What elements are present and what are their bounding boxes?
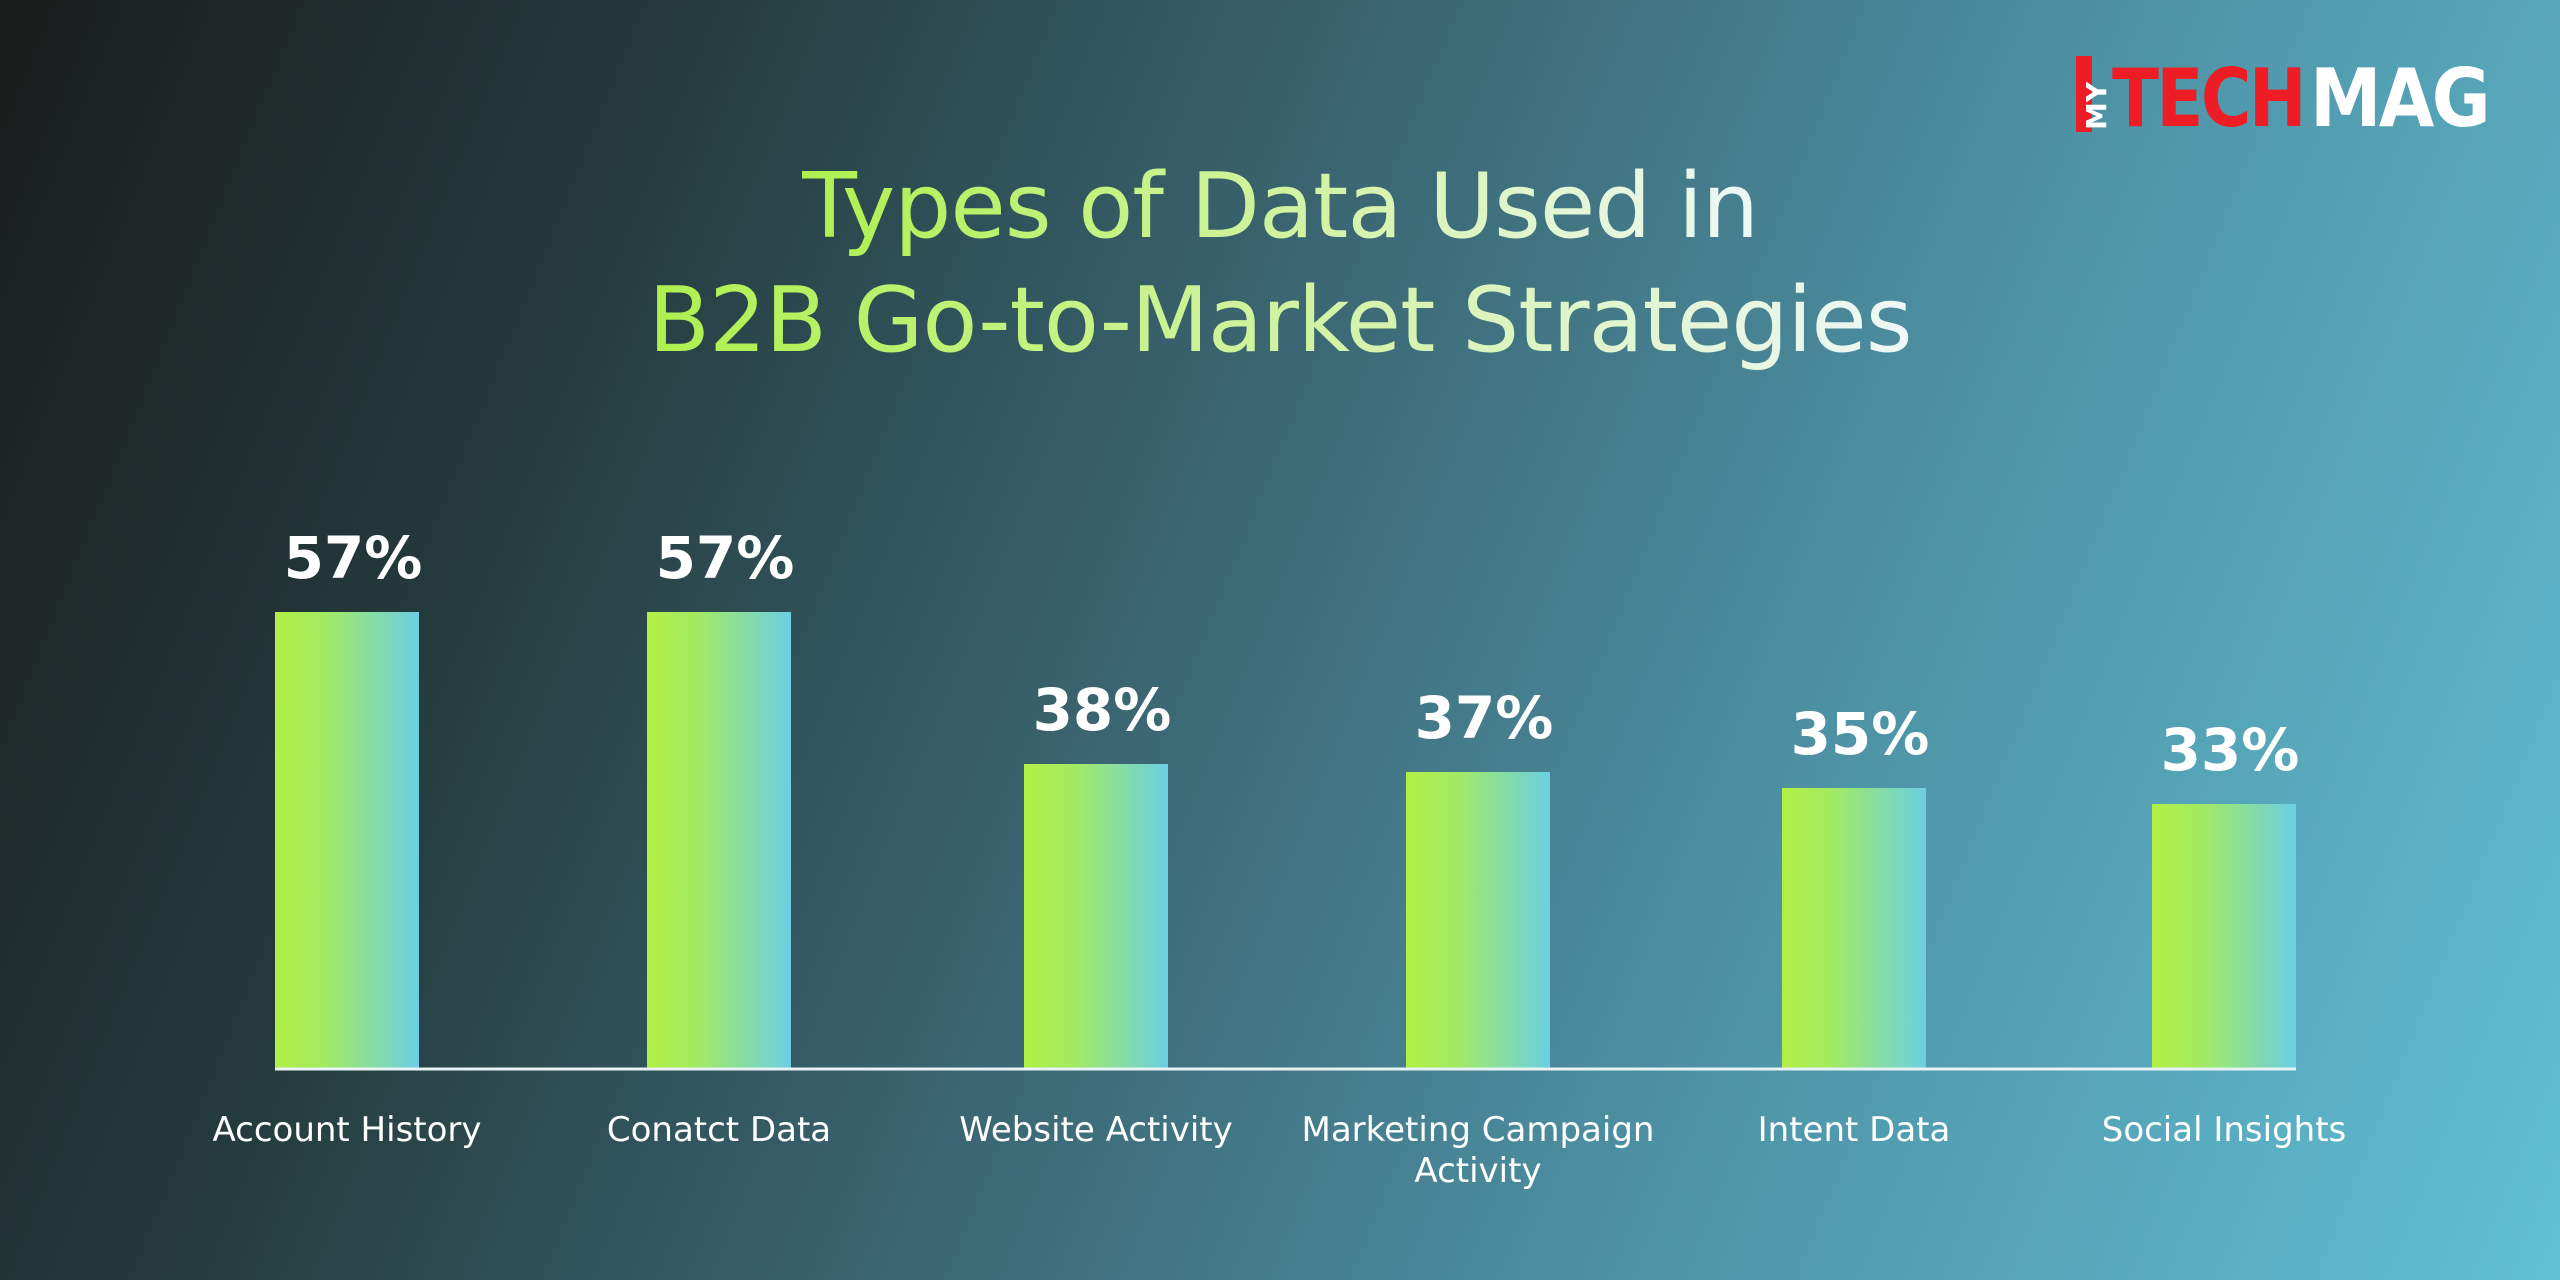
category-label-3: Marketing Campaign Activity bbox=[1302, 1110, 1655, 1191]
logo-tech-text: TECH bbox=[2112, 56, 2304, 132]
chart-title: Types of Data Used in B2B Go-to-Market S… bbox=[0, 150, 2560, 378]
bar-4 bbox=[1782, 788, 1926, 1068]
value-label-0: 57% bbox=[284, 524, 423, 592]
bar-2 bbox=[1024, 764, 1168, 1068]
value-label-3: 37% bbox=[1415, 684, 1554, 752]
logo-mag-text: MAG bbox=[2310, 56, 2488, 132]
mytechmag-logo: MY TECH MAG bbox=[2076, 56, 2490, 132]
bar-5 bbox=[2152, 804, 2296, 1068]
logo-my-text: MY bbox=[2080, 81, 2113, 130]
logo-red-strip bbox=[2076, 56, 2092, 132]
category-label-4: Intent Data bbox=[1758, 1110, 1951, 1150]
bars-layer bbox=[275, 612, 2296, 1068]
labels-layer: 57% Account History 57% Conatct Data 38% Webs… bbox=[212, 524, 2346, 1191]
value-label-4: 35% bbox=[1791, 700, 1930, 768]
bar-0 bbox=[275, 612, 419, 1068]
bar-1 bbox=[647, 612, 791, 1068]
category-label-2: Website Activity bbox=[959, 1110, 1233, 1150]
chart-title-line-2: B2B Go-to-Market Strategies bbox=[648, 268, 1912, 373]
value-label-5: 33% bbox=[2161, 716, 2300, 784]
category-label-0: Account History bbox=[212, 1110, 481, 1150]
category-label-1: Conatct Data bbox=[607, 1110, 831, 1150]
bar-3 bbox=[1406, 772, 1550, 1068]
value-label-1: 57% bbox=[656, 524, 795, 592]
chart-title-line-1: Types of Data Used in bbox=[802, 154, 1759, 259]
value-label-2: 38% bbox=[1033, 676, 1172, 744]
category-label-5: Social Insights bbox=[2102, 1110, 2347, 1150]
